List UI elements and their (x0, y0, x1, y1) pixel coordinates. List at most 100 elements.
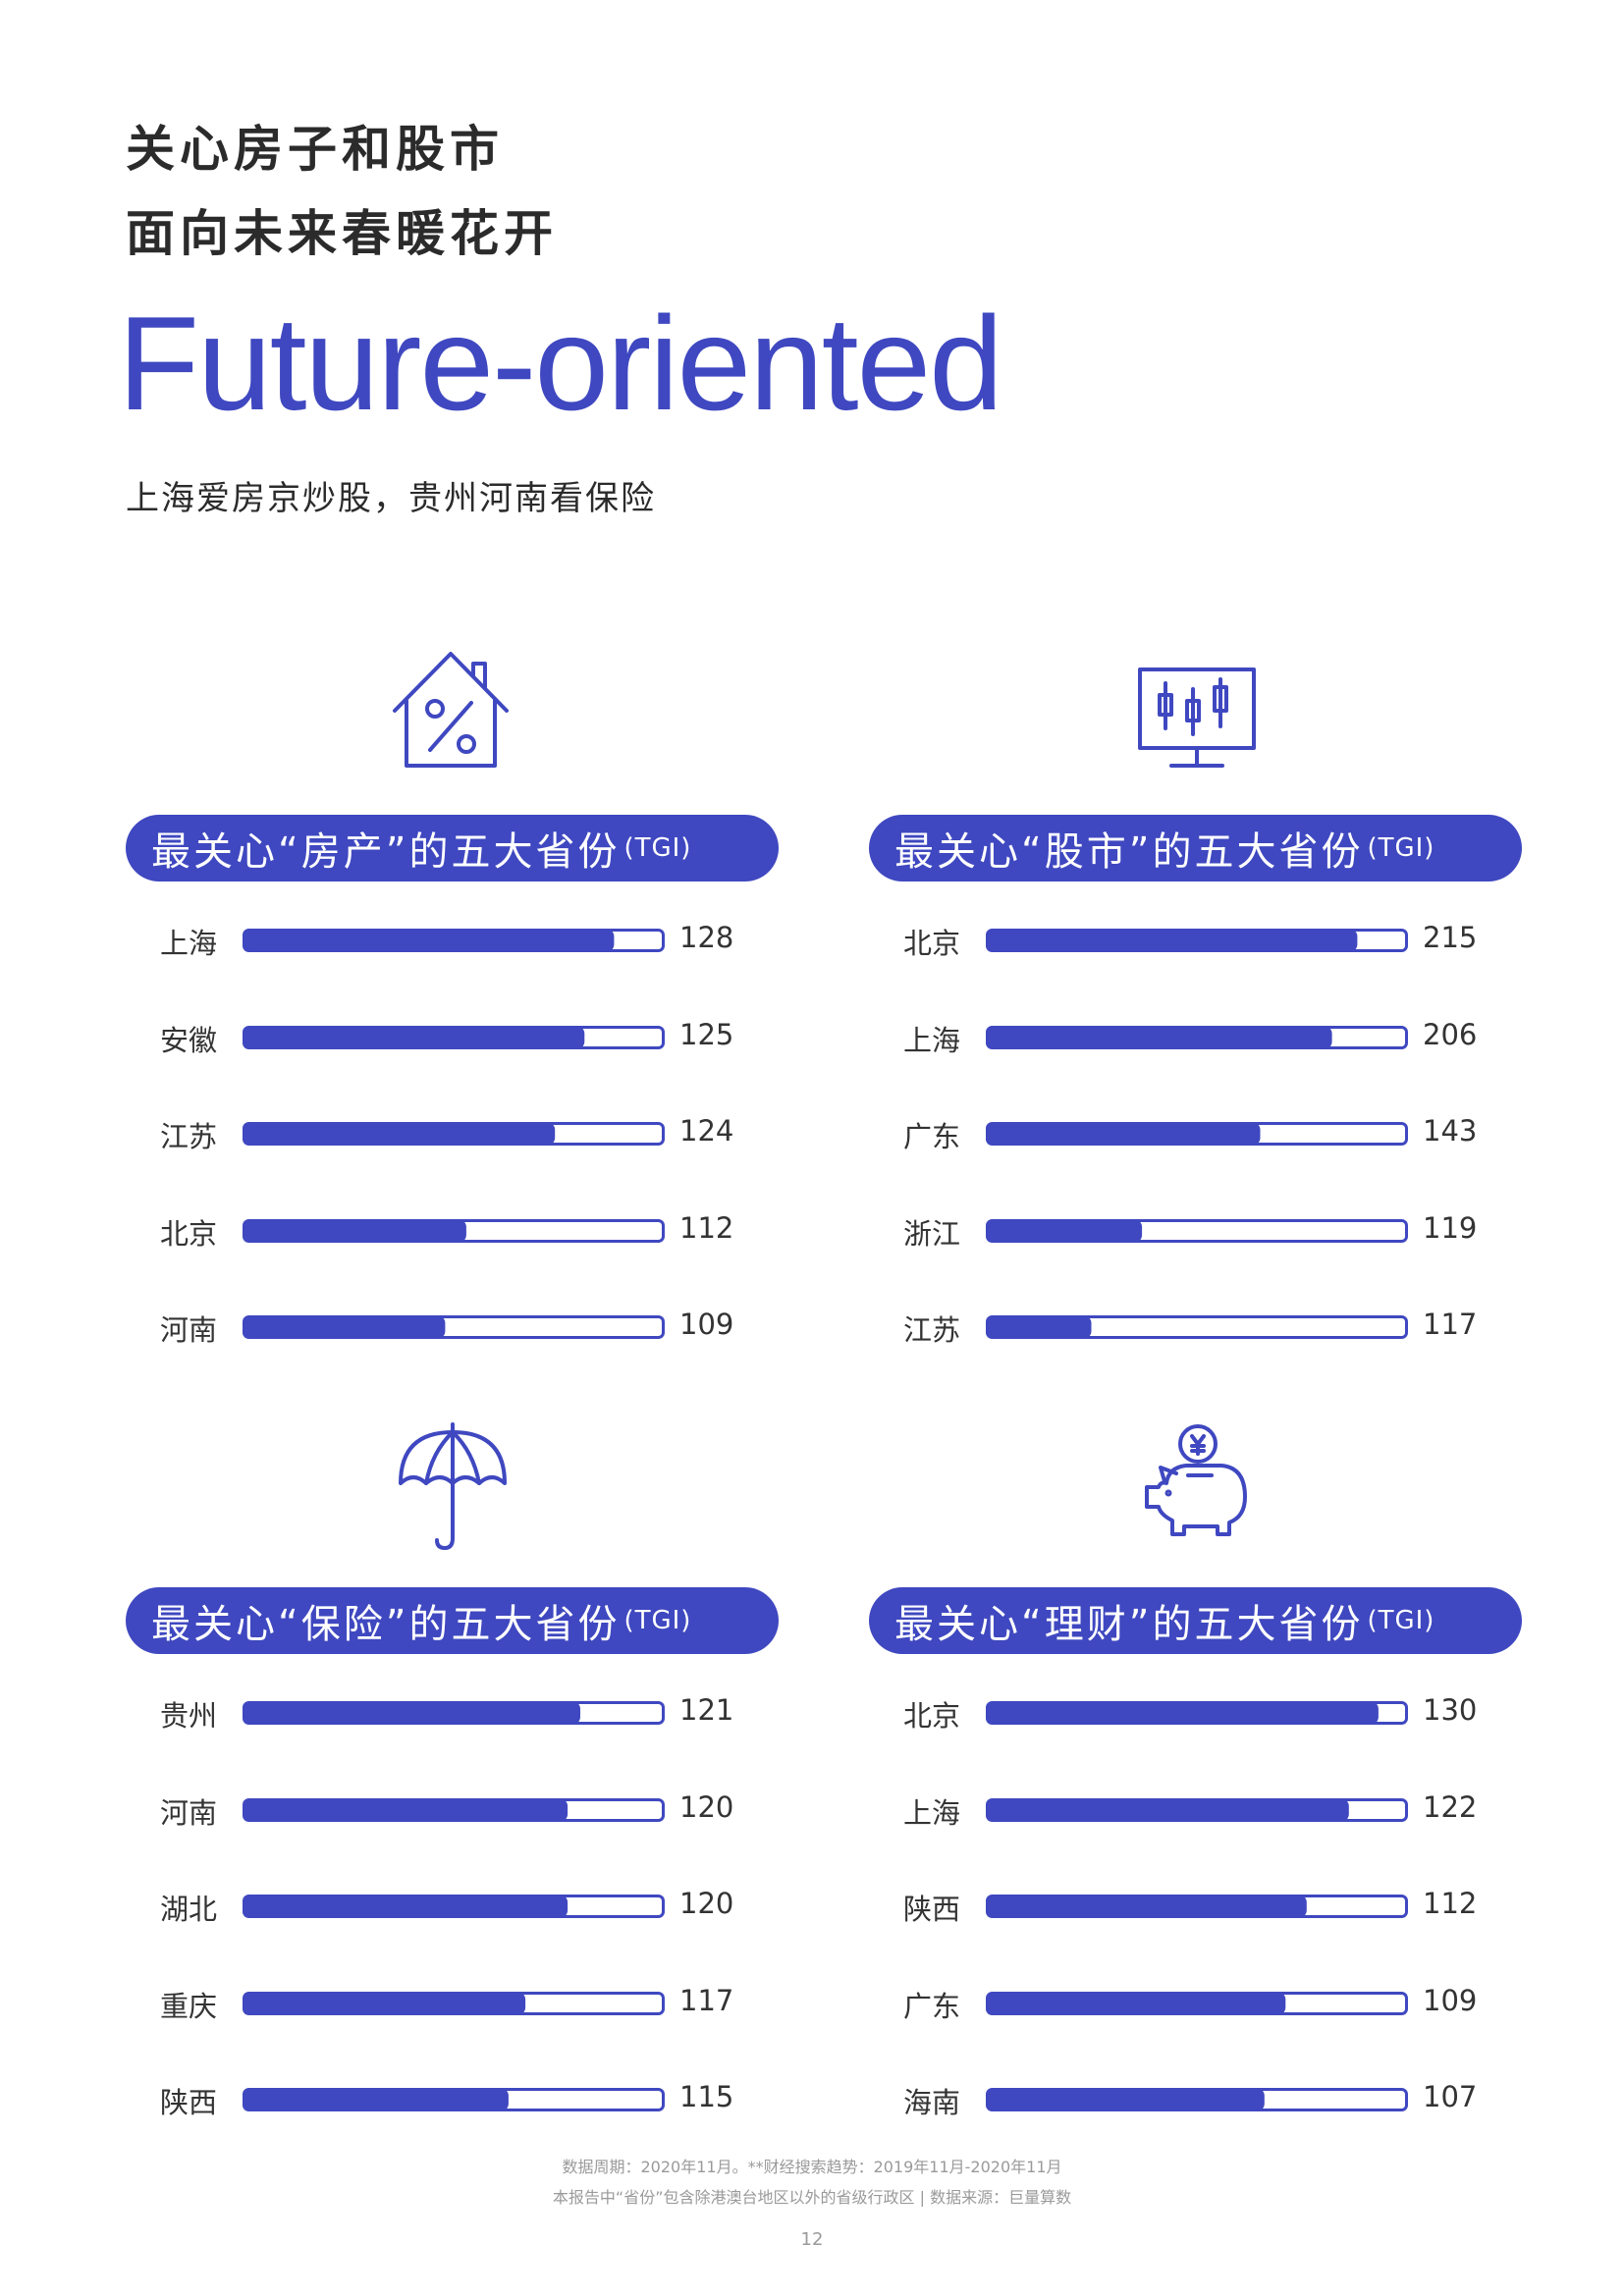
bar (986, 1122, 1261, 1146)
category-label: 广东 (903, 1120, 961, 1153)
bar-row: 上海 206 (869, 1012, 1522, 1061)
bar-row: 海南 107 (869, 2074, 1522, 2123)
bar (243, 1122, 556, 1146)
bar-row: 北京 130 (869, 1687, 1522, 1736)
chart-title: 最关心“理财”的五大省份 (894, 1602, 1364, 1647)
piggy-bank-icon (1145, 1424, 1247, 1536)
value-label: 107 (1423, 2080, 1478, 2113)
bar-row: 陕西 112 (869, 1881, 1522, 1930)
value-label: 119 (1423, 1210, 1478, 1245)
bar-row: 贵州 121 (126, 1687, 779, 1736)
bar (243, 929, 615, 952)
bar-track (986, 1895, 1408, 1918)
value-label: 121 (679, 1693, 734, 1727)
value-label: 125 (679, 1017, 734, 1051)
value-label: 206 (1423, 1017, 1478, 1051)
category-label: 陕西 (903, 1893, 961, 1926)
value-label: 124 (679, 1114, 734, 1148)
chart-title-pill: 最关心“理财”的五大省份 (TGI) (869, 1587, 1522, 1654)
bar-row: 江苏 124 (126, 1108, 779, 1157)
chart-title: 最关心“保险”的五大省份 (151, 1602, 621, 1647)
value-label: 143 (1423, 1114, 1478, 1148)
chart-title-pill: 最关心“保险”的五大省份 (TGI) (126, 1587, 779, 1654)
category-label: 北京 (160, 1216, 218, 1251)
category-label: 陕西 (160, 2086, 218, 2119)
bar (243, 1025, 585, 1049)
english-title: Future-oriented (118, 289, 1003, 438)
bar-row: 安徽 125 (126, 1012, 779, 1061)
bar-track (243, 929, 665, 952)
heading-line-2: 面向未来春暖花开 (126, 205, 558, 262)
category-label: 浙江 (903, 1216, 961, 1251)
bar-track (243, 1315, 665, 1339)
heading-line-1: 关心房子和股市 (126, 121, 504, 178)
bar-track (986, 1991, 1408, 2015)
value-label: 128 (679, 921, 734, 954)
bar-track (986, 929, 1408, 952)
value-label: 120 (679, 1887, 734, 1920)
category-label: 河南 (160, 1313, 218, 1347)
bar (986, 1991, 1286, 2015)
bar-track (986, 1218, 1408, 1243)
bar-track (986, 1122, 1408, 1146)
chart-title: 最关心“股市”的五大省份 (894, 829, 1364, 875)
value-label: 109 (679, 1308, 734, 1341)
category-label: 重庆 (160, 1989, 218, 2023)
bar-row: 重庆 117 (126, 1978, 779, 2027)
bar-track (986, 1797, 1408, 1822)
bar-row: 浙江 119 (869, 1205, 1522, 1255)
bar (243, 1991, 526, 2015)
chart-unit: (TGI) (1367, 833, 1435, 863)
bar (986, 1218, 1143, 1243)
page-number: 12 (800, 2229, 824, 2250)
bar (243, 1315, 446, 1339)
bar-track (986, 1025, 1408, 1049)
category-label: 上海 (160, 927, 218, 960)
category-label: 广东 (903, 1989, 961, 2023)
bar-track (986, 1701, 1408, 1725)
chart-unit: (TGI) (623, 1606, 692, 1635)
value-label: 122 (1423, 1789, 1478, 1824)
bar (986, 1895, 1307, 1918)
bar (243, 1218, 466, 1243)
bar (986, 2088, 1265, 2111)
bar-track (243, 1991, 665, 2015)
bar-row: 北京 112 (126, 1205, 779, 1255)
footer-note: 数据周期：2020年11月。**财经搜索趋势：2019年11月-2020年11月 (562, 2158, 1062, 2176)
category-label: 北京 (903, 1699, 961, 1733)
bar-track (243, 1701, 665, 1725)
chart-title-pill: 最关心“房产”的五大省份 (TGI) (126, 815, 779, 881)
bar-row: 广东 143 (869, 1108, 1522, 1157)
category-label: 湖北 (160, 1893, 218, 1926)
chart-unit: (TGI) (623, 833, 692, 863)
bar (986, 1797, 1349, 1822)
bar-row: 陕西 115 (126, 2074, 779, 2123)
category-label: 贵州 (160, 1699, 218, 1733)
value-label: 130 (1423, 1693, 1478, 1727)
category-label: 北京 (903, 927, 961, 960)
bar-track (243, 1122, 665, 1146)
category-label: 江苏 (160, 1120, 218, 1153)
bar-row: 上海 128 (126, 915, 779, 964)
bar-row: 河南 120 (126, 1785, 779, 1834)
stock-monitor-icon (1138, 667, 1256, 768)
bar-track (243, 1895, 665, 1918)
bar-row: 江苏 117 (869, 1302, 1522, 1351)
bar (243, 1701, 580, 1725)
value-label: 115 (679, 2080, 734, 2113)
bar-track (986, 1315, 1408, 1339)
subtitle: 上海爱房京炒股，贵州河南看保险 (126, 479, 656, 518)
umbrella-icon (399, 1422, 507, 1550)
footer-source: 本报告中“省份”包含除港澳台地区以外的省级行政区 | 数据来源：巨量算数 (552, 2188, 1072, 2207)
bar-track (243, 1797, 665, 1822)
chart-unit: (TGI) (1367, 1606, 1435, 1635)
category-label: 海南 (903, 2086, 961, 2119)
bar (986, 1025, 1332, 1049)
value-label: 112 (679, 1210, 734, 1245)
bar-row: 河南 109 (126, 1302, 779, 1351)
bar-track (243, 1218, 665, 1243)
category-label: 安徽 (160, 1023, 218, 1057)
bar-track (986, 2088, 1408, 2111)
bar (986, 1315, 1092, 1339)
bar (986, 929, 1358, 952)
